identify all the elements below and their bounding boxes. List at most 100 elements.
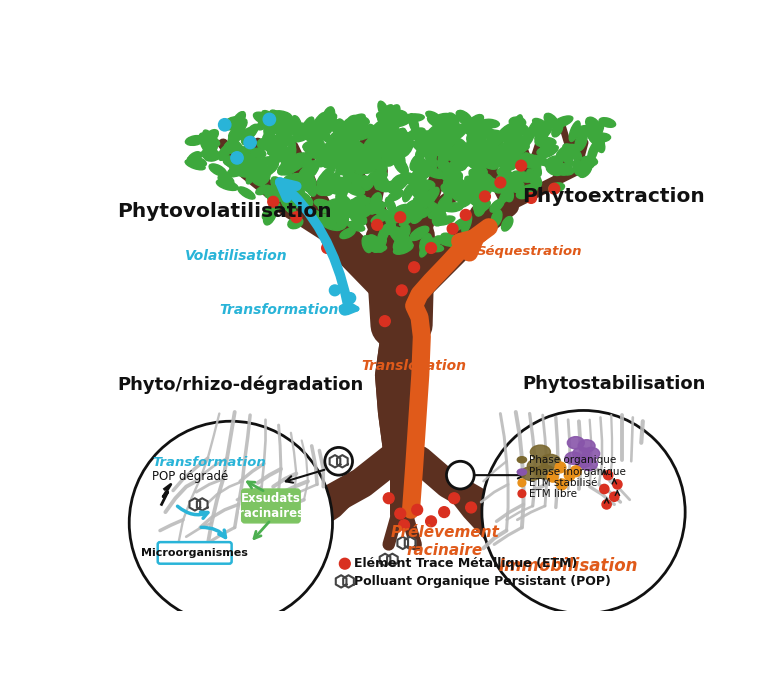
- Ellipse shape: [586, 128, 601, 147]
- Ellipse shape: [258, 157, 275, 166]
- Ellipse shape: [230, 165, 250, 177]
- Ellipse shape: [278, 161, 294, 175]
- Ellipse shape: [386, 144, 398, 161]
- Ellipse shape: [517, 185, 537, 199]
- Polygon shape: [397, 537, 408, 549]
- Ellipse shape: [478, 177, 492, 190]
- Ellipse shape: [225, 142, 245, 155]
- Ellipse shape: [369, 175, 385, 184]
- Ellipse shape: [573, 161, 594, 170]
- Ellipse shape: [542, 146, 558, 157]
- Ellipse shape: [311, 121, 323, 140]
- Circle shape: [129, 421, 332, 624]
- Ellipse shape: [474, 198, 486, 216]
- Ellipse shape: [441, 138, 455, 152]
- Ellipse shape: [437, 122, 452, 141]
- Circle shape: [339, 304, 350, 315]
- Ellipse shape: [352, 164, 372, 173]
- Ellipse shape: [382, 137, 395, 153]
- Ellipse shape: [546, 164, 562, 175]
- Ellipse shape: [466, 133, 477, 154]
- Ellipse shape: [342, 196, 354, 211]
- Ellipse shape: [477, 128, 494, 140]
- Ellipse shape: [410, 184, 424, 199]
- Circle shape: [412, 504, 423, 515]
- Ellipse shape: [463, 119, 476, 134]
- FancyArrowPatch shape: [602, 470, 607, 475]
- Circle shape: [516, 160, 527, 171]
- Ellipse shape: [334, 136, 352, 150]
- Ellipse shape: [375, 157, 387, 172]
- Ellipse shape: [455, 179, 469, 199]
- Ellipse shape: [443, 174, 455, 190]
- Ellipse shape: [473, 158, 491, 170]
- Ellipse shape: [388, 190, 403, 201]
- Ellipse shape: [442, 164, 452, 180]
- Ellipse shape: [264, 126, 275, 144]
- Ellipse shape: [474, 137, 490, 154]
- Ellipse shape: [376, 112, 397, 125]
- Ellipse shape: [569, 121, 580, 142]
- Ellipse shape: [586, 117, 600, 131]
- FancyArrowPatch shape: [254, 522, 269, 539]
- Ellipse shape: [379, 104, 394, 123]
- Ellipse shape: [246, 157, 263, 168]
- Ellipse shape: [205, 152, 220, 161]
- Ellipse shape: [386, 110, 407, 118]
- Ellipse shape: [486, 135, 504, 149]
- Ellipse shape: [317, 214, 336, 227]
- Ellipse shape: [501, 181, 514, 202]
- Ellipse shape: [387, 137, 408, 148]
- Ellipse shape: [416, 164, 431, 182]
- Circle shape: [488, 499, 498, 510]
- Ellipse shape: [317, 185, 334, 195]
- Ellipse shape: [320, 167, 335, 181]
- Ellipse shape: [508, 137, 525, 148]
- Ellipse shape: [199, 133, 220, 146]
- Ellipse shape: [433, 210, 445, 225]
- Ellipse shape: [416, 146, 432, 157]
- Ellipse shape: [257, 138, 273, 150]
- Ellipse shape: [477, 182, 493, 200]
- Ellipse shape: [368, 124, 377, 140]
- Ellipse shape: [415, 137, 426, 155]
- Ellipse shape: [314, 122, 325, 140]
- Ellipse shape: [540, 454, 561, 469]
- Ellipse shape: [281, 197, 296, 216]
- Ellipse shape: [428, 208, 444, 218]
- Ellipse shape: [573, 159, 584, 176]
- Ellipse shape: [455, 154, 471, 170]
- Ellipse shape: [322, 107, 335, 127]
- Text: ETM libre: ETM libre: [529, 488, 577, 499]
- Ellipse shape: [335, 133, 346, 153]
- Circle shape: [448, 493, 459, 504]
- Ellipse shape: [410, 226, 429, 240]
- Ellipse shape: [586, 120, 601, 136]
- Ellipse shape: [459, 150, 476, 160]
- Ellipse shape: [512, 115, 523, 137]
- Ellipse shape: [466, 128, 478, 142]
- Ellipse shape: [246, 166, 257, 184]
- Ellipse shape: [330, 172, 339, 190]
- Ellipse shape: [465, 146, 477, 166]
- Ellipse shape: [413, 197, 430, 207]
- Text: POP dégradé: POP dégradé: [152, 470, 229, 483]
- Ellipse shape: [285, 123, 305, 135]
- Ellipse shape: [499, 185, 514, 203]
- Circle shape: [268, 196, 278, 207]
- Ellipse shape: [507, 126, 522, 139]
- Ellipse shape: [585, 128, 605, 143]
- Ellipse shape: [418, 135, 441, 146]
- Ellipse shape: [401, 114, 424, 122]
- Ellipse shape: [463, 120, 477, 137]
- Ellipse shape: [386, 197, 396, 213]
- Ellipse shape: [292, 115, 301, 133]
- Ellipse shape: [392, 204, 412, 217]
- Ellipse shape: [510, 117, 526, 127]
- Ellipse shape: [333, 184, 350, 193]
- Ellipse shape: [335, 177, 353, 188]
- Polygon shape: [190, 498, 200, 510]
- Ellipse shape: [203, 130, 217, 150]
- Ellipse shape: [282, 199, 295, 213]
- Ellipse shape: [234, 146, 253, 156]
